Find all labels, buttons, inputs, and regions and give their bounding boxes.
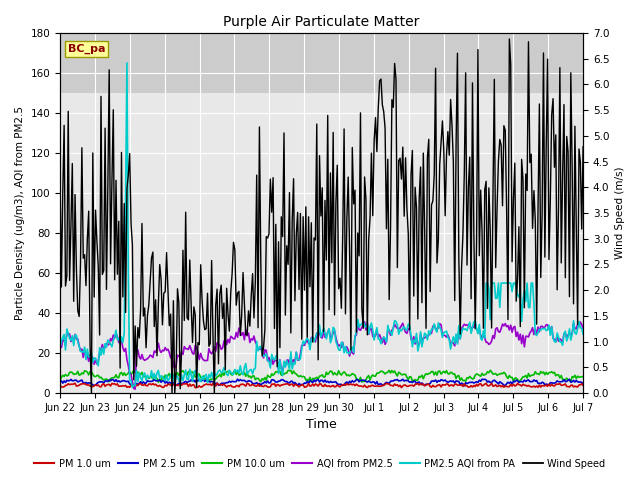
Bar — [60, 33, 583, 93]
Y-axis label: Particle Density (ug/m3), AQI from PM2.5: Particle Density (ug/m3), AQI from PM2.5 — [15, 106, 25, 320]
Text: BC_pa: BC_pa — [68, 44, 106, 54]
Legend: PM 1.0 um, PM 2.5 um, PM 10.0 um, AQI from PM2.5, PM2.5 AQI from PA, Wind Speed: PM 1.0 um, PM 2.5 um, PM 10.0 um, AQI fr… — [31, 455, 609, 473]
X-axis label: Time: Time — [306, 419, 337, 432]
Title: Purple Air Particulate Matter: Purple Air Particulate Matter — [223, 15, 420, 29]
Y-axis label: Wind Speed (m/s): Wind Speed (m/s) — [615, 167, 625, 259]
